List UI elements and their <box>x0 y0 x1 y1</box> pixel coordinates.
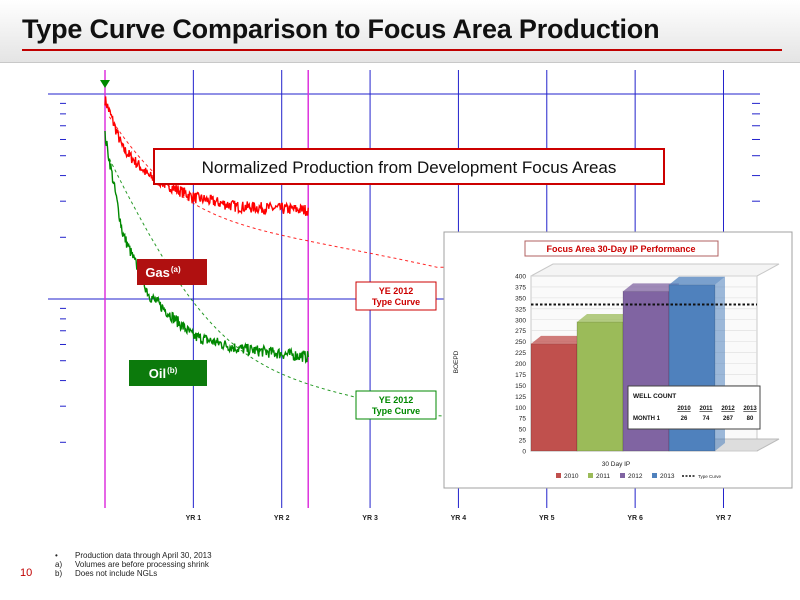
legend-swatch <box>588 473 593 478</box>
well-count-value: 267 <box>723 416 734 422</box>
well-count-header: 2011 <box>699 406 713 412</box>
oil-type-curve-line1: YE 2012 <box>379 395 414 405</box>
bar-top-2013 <box>669 276 725 285</box>
oil-label: Oil(b) <box>149 366 178 381</box>
bar-2010 <box>530 343 578 452</box>
well-count-table <box>627 385 761 430</box>
inset-y-tick: 375 <box>515 284 526 291</box>
oil-type-curve-box <box>355 390 437 420</box>
inset-y-tick: 300 <box>515 317 526 324</box>
x-tick-label: YR 6 <box>627 515 643 522</box>
x-tick-label: YR 4 <box>451 515 467 522</box>
inset-back-top <box>530 263 780 277</box>
legend-label: 2010 <box>564 473 579 480</box>
well-count-header: 2013 <box>743 406 757 412</box>
title-band <box>0 0 800 63</box>
bar-top-2010 <box>531 335 587 344</box>
x-tick-label: YR 3 <box>362 515 378 522</box>
gas-label: Gas(a) <box>145 265 181 280</box>
footnote-row: a) Volumes are before processing shrink <box>55 560 212 569</box>
inset-title-box <box>524 240 719 257</box>
bar-2011 <box>576 321 624 452</box>
footnote-row: • Production data through April 30, 2013 <box>55 551 212 560</box>
legend-swatch <box>620 473 625 478</box>
x-tick-labels: YR 1 YR 2 YR 3 YR 4 YR 5 YR 6 YR 7 <box>186 515 732 522</box>
inset-y-tick: 150 <box>515 383 526 390</box>
inset-y-tick: 175 <box>515 372 526 379</box>
footnote-text: Volumes are before processing shrink <box>75 560 209 569</box>
footnote-text: Does not include NGLs <box>75 569 158 578</box>
well-count-header: 2010 <box>677 406 691 412</box>
footnotes: • Production data through April 30, 2013 … <box>55 551 212 578</box>
page-title: Type Curve Comparison to Focus Area Prod… <box>22 14 660 44</box>
bar-top-2012 <box>623 283 679 292</box>
inset-y-tick: 325 <box>515 306 526 313</box>
x-tick-label: YR 1 <box>186 515 202 522</box>
inset-y-tick: 0 <box>522 449 526 456</box>
gas-type-curve-line1: YE 2012 <box>379 286 414 296</box>
legend-swatch <box>556 473 561 478</box>
oil-label-box <box>129 360 207 386</box>
x-tick-label: YR 7 <box>716 515 732 522</box>
inset-y-tick: 350 <box>515 295 526 302</box>
legend-label: Type Curve <box>698 474 722 479</box>
inset-y-axis-label: BOEPD <box>453 350 460 373</box>
gas-label-box <box>137 259 207 285</box>
inset-title: Focus Area 30-Day IP Performance <box>546 244 695 254</box>
well-count-value: 74 <box>703 416 710 422</box>
page-number: 10 <box>20 567 33 579</box>
inset-y-tick: 225 <box>515 350 526 357</box>
footnote-key: a) <box>55 560 63 569</box>
title-underline <box>22 49 782 51</box>
x-tick-label: YR 2 <box>274 515 290 522</box>
inset-y-tick: 25 <box>519 438 527 445</box>
inset-y-tick-labels: 0 25 50 75 100 125 150 175 200 225 250 275 300 325 350… <box>515 274 526 456</box>
well-count-row-label: MONTH 1 <box>633 416 661 422</box>
gas-type-curve-line2: Type Curve <box>372 297 420 307</box>
well-count-header: 2012 <box>721 406 735 412</box>
inset-y-tick: 50 <box>519 427 527 434</box>
well-count-title: WELL COUNT <box>633 393 676 400</box>
footnote-row: b) Does not include NGLs <box>55 569 212 578</box>
inset-y-tick: 125 <box>515 394 526 401</box>
oil-type-curve-line2: Type Curve <box>372 406 420 416</box>
gas-type-curve-box <box>355 281 437 311</box>
footnote-text: Production data through April 30, 2013 <box>75 551 212 560</box>
legend-label: 2011 <box>596 473 610 480</box>
legend-label: 2013 <box>660 473 675 480</box>
legend-label: 2012 <box>628 473 643 480</box>
footnote-key: • <box>55 551 58 560</box>
inset-x-axis-label: 30 Day IP <box>602 461 631 468</box>
inset-y-tick: 400 <box>515 274 526 281</box>
well-count-value: 80 <box>747 416 754 422</box>
inset-legend: 2010 2011 2012 2013 Type Curve <box>556 473 722 480</box>
inset-y-tick: 200 <box>515 361 526 368</box>
inset-y-tick: 250 <box>515 339 526 346</box>
well-count-cells: 2010 26 2011 74 2012 267 2013 80 <box>677 406 757 422</box>
inset-bar-chart: Focus Area 30-Day IP Performance 0 25 50 75… <box>443 231 793 489</box>
main-chart-title: Normalized Production from Development F… <box>202 158 617 177</box>
production-series-gas <box>104 96 309 217</box>
inset-y-tick: 100 <box>515 405 526 412</box>
bar-top-2011 <box>577 313 633 322</box>
main-title-box <box>153 148 665 185</box>
well-count-value: 26 <box>681 416 688 422</box>
marker-triangle <box>100 80 110 88</box>
x-tick-label: YR 5 <box>539 515 555 522</box>
footnote-key: b) <box>55 569 63 578</box>
legend-swatch <box>652 473 657 478</box>
inset-y-tick: 75 <box>519 416 527 423</box>
inset-y-tick: 275 <box>515 328 526 335</box>
